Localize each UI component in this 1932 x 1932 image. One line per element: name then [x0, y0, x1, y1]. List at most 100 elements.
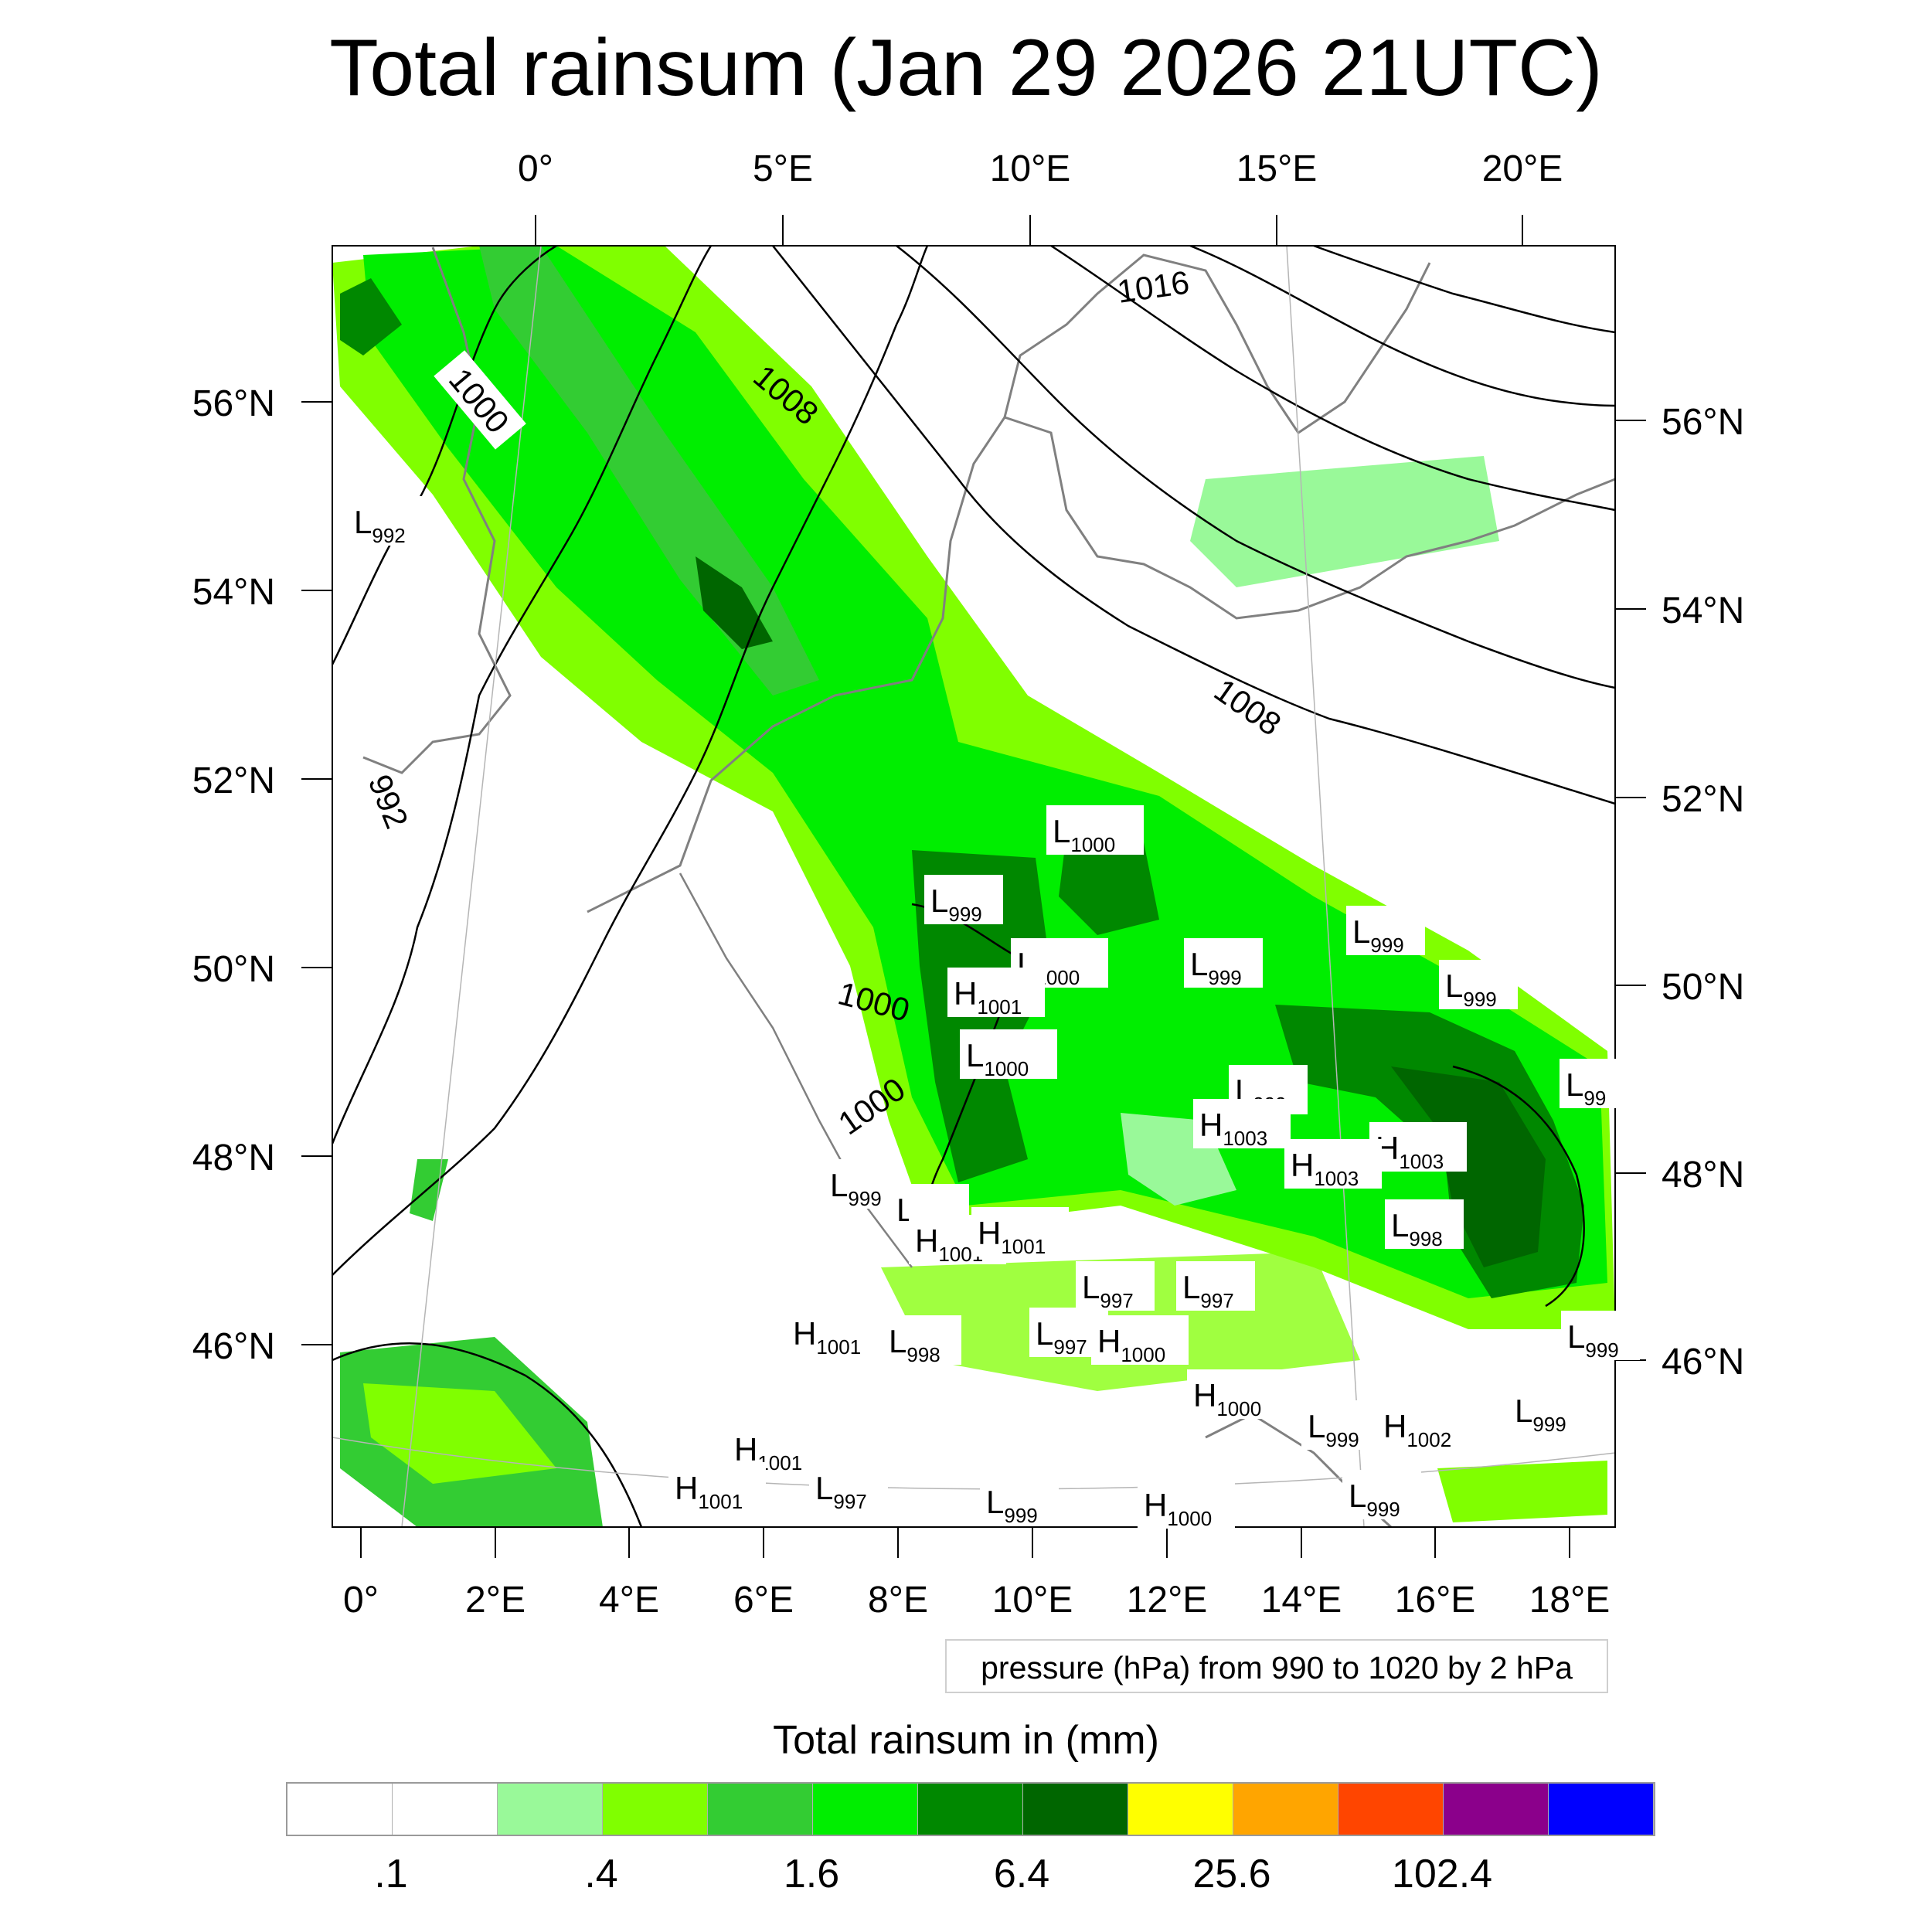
pressure-center-label-bg — [960, 1029, 1057, 1079]
colorbar-tick-label: 102.4 — [1391, 1852, 1493, 1896]
pressure-center-label-bg — [1439, 960, 1518, 1009]
top-lon-labels: 0° 5°E 10°E 15°E 20°E — [518, 148, 1563, 189]
colorbar-tick-label: .1 — [374, 1852, 408, 1896]
border-france — [679, 872, 913, 1268]
left-lat-labels: 56°N 54°N 52°N 50°N 48°N 46°N — [192, 383, 275, 1367]
pressure-center-label-bg — [809, 1462, 888, 1512]
colorbar-swatch — [918, 1784, 1023, 1835]
pressure-center-label-bg — [1091, 1315, 1189, 1365]
pressure-center-label-bg — [1301, 1400, 1380, 1450]
pressure-center-label-bg — [883, 1315, 961, 1365]
rain-scatter-baltic — [1190, 456, 1499, 587]
colorbar-labels: .1 .4 1.6 6.4 25.6 102.4 — [286, 1847, 1655, 1901]
rain-core-dark-1 — [696, 556, 773, 649]
bottom-lon-label: 4°E — [599, 1580, 659, 1621]
right-lat-label: 56°N — [1662, 402, 1744, 443]
colorbar-swatch — [1023, 1784, 1128, 1835]
right-lat-label: 52°N — [1662, 779, 1744, 820]
pressure-center-label-bg — [1509, 1385, 1587, 1434]
bottom-lon-labels: 0° 2°E 4°E 6°E 8°E 10°E 12°E 14°E 16°E 1… — [343, 1580, 1610, 1621]
colorbar-swatch — [393, 1784, 498, 1835]
pressure-center-label-bg — [1377, 1400, 1475, 1450]
colorbar-tick-label: 25.6 — [1192, 1852, 1271, 1896]
colorbar-swatch — [708, 1784, 813, 1835]
top-lon-label: 10°E — [990, 148, 1071, 189]
pressure-center-label-bg — [1369, 1122, 1467, 1172]
top-lon-label: 15°E — [1236, 148, 1318, 189]
pressure-center-label-bg — [1342, 1470, 1421, 1519]
left-lat-label: 48°N — [192, 1138, 275, 1179]
pressure-center-label-bg — [947, 968, 1045, 1017]
bottom-lon-label: 10°E — [992, 1580, 1073, 1621]
left-lat-label: 50°N — [192, 949, 275, 990]
colorbar-swatch — [1444, 1784, 1549, 1835]
colorbar-swatch — [603, 1784, 708, 1835]
top-lon-label: 20°E — [1482, 148, 1563, 189]
pressure-center-label: L997 — [1082, 1269, 1134, 1312]
pressure-center-label-bg — [1138, 1479, 1235, 1529]
pressure-center-label-bg — [1046, 805, 1144, 855]
pressure-center-label-bg — [348, 496, 427, 546]
pressure-center-label-bg — [824, 1159, 903, 1209]
colorbar-tick-label: .4 — [584, 1852, 618, 1896]
right-lat-label: 46°N — [1662, 1342, 1744, 1383]
bottom-lon-label: 12°E — [1127, 1580, 1208, 1621]
right-lat-label: 50°N — [1662, 967, 1744, 1008]
pressure-centers: L992L1000L999L1000H1001L1000L999L999L999… — [348, 496, 1640, 1530]
bottom-lon-label: 2°E — [465, 1580, 526, 1621]
pressure-center-label: L997 — [1036, 1315, 1087, 1359]
bottom-lon-label: 18°E — [1529, 1580, 1611, 1621]
pressure-note: pressure (hPa) from 990 to 1020 by 2 hPa — [945, 1639, 1608, 1693]
pressure-center-label-bg — [787, 1308, 884, 1357]
left-lat-label: 56°N — [192, 383, 275, 424]
colorbar — [286, 1782, 1655, 1836]
bottom-lon-label: 0° — [343, 1580, 379, 1621]
bottom-lon-label: 14°E — [1261, 1580, 1342, 1621]
colorbar-tick-label: 6.4 — [993, 1852, 1050, 1896]
pressure-center-label-bg — [668, 1462, 766, 1512]
rain-core-dark-5 — [1391, 1066, 1546, 1267]
bottom-lon-label: 8°E — [868, 1580, 928, 1621]
pressure-center-label-bg — [980, 1476, 1059, 1526]
colorbar-swatch — [1338, 1784, 1444, 1835]
pressure-center-label-bg — [1187, 1369, 1284, 1419]
pressure-center-label-bg — [1184, 938, 1263, 988]
rain-scatter-southeast — [1437, 1461, 1607, 1522]
bottom-lon-label: 6°E — [733, 1580, 794, 1621]
pressure-center-label-bg — [1385, 1199, 1464, 1249]
pressure-center-label-bg — [1346, 906, 1425, 955]
pressure-center-label-bg — [971, 1207, 1069, 1257]
colorbar-swatch — [287, 1784, 393, 1835]
colorbar-swatch — [813, 1784, 918, 1835]
top-lon-label: 0° — [518, 148, 553, 189]
colorbar-title: Total rainsum in (mm) — [773, 1718, 1159, 1763]
colorbar-tick-label: 1.6 — [783, 1852, 840, 1896]
left-lat-label: 52°N — [192, 760, 275, 801]
pressure-center-label-bg — [1193, 1099, 1291, 1148]
chart-title: Total rainsum (Jan 29 2026 21UTC) — [329, 23, 1603, 113]
colorbar-swatch — [1233, 1784, 1338, 1835]
pressure-center-label-bg — [1076, 1261, 1155, 1311]
left-lat-label: 54°N — [192, 572, 275, 613]
colorbar-swatch — [1128, 1784, 1233, 1835]
colorbar-swatch — [498, 1784, 603, 1835]
right-lat-labels: 56°N 54°N 52°N 50°N 48°N 46°N — [1662, 402, 1744, 1383]
pressure-center-label-bg — [924, 875, 1003, 924]
colorbar-swatch — [1549, 1784, 1654, 1835]
top-lon-label: 5°E — [753, 148, 813, 189]
coastline-continent — [587, 416, 1615, 913]
isobars — [332, 246, 1615, 1527]
coastline-scandinavia — [1003, 253, 1431, 435]
rain-scatter-west — [340, 278, 402, 355]
bottom-lon-label: 16°E — [1395, 1580, 1476, 1621]
left-lat-label: 46°N — [192, 1326, 275, 1367]
pressure-center-label-bg — [1560, 1059, 1620, 1108]
rain-scatter-west-2 — [410, 1159, 448, 1221]
rain-core-dark-3 — [1059, 835, 1159, 935]
map-frame — [332, 245, 1616, 1528]
rain-scatter-southwest-2 — [363, 1383, 556, 1484]
pressure-center-label-bg — [1284, 1139, 1382, 1189]
right-lat-label: 48°N — [1662, 1155, 1744, 1196]
pressure-center-label-bg — [1561, 1311, 1640, 1360]
